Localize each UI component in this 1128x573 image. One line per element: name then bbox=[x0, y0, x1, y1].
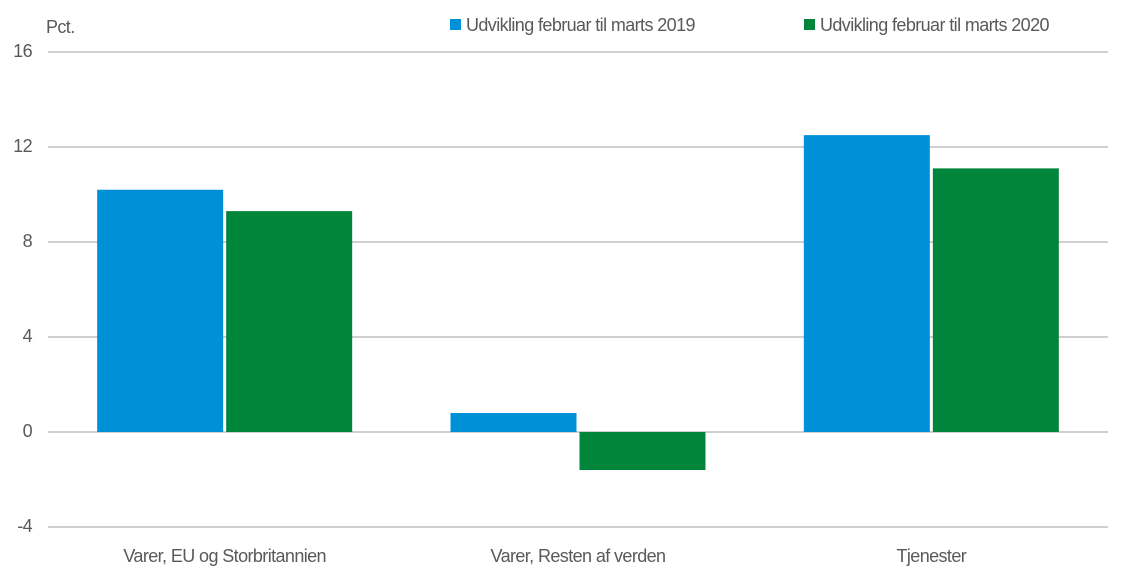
bar bbox=[803, 135, 930, 432]
y-tick-label: 8 bbox=[23, 231, 33, 251]
legend-swatch bbox=[804, 19, 815, 30]
bar bbox=[450, 413, 577, 432]
y-tick-label: 12 bbox=[13, 136, 32, 156]
y-axis-label: Pct. bbox=[46, 17, 75, 37]
y-tick-label: 4 bbox=[23, 326, 33, 346]
bar bbox=[97, 189, 224, 432]
legend-label: Udvikling februar til marts 2019 bbox=[466, 15, 695, 35]
x-tick-label: Tjenester bbox=[897, 546, 967, 566]
bar bbox=[932, 168, 1059, 432]
bar bbox=[579, 432, 706, 470]
y-tick-label: 16 bbox=[13, 41, 32, 61]
legend-label: Udvikling februar til marts 2020 bbox=[820, 15, 1049, 35]
bar bbox=[226, 211, 353, 432]
x-tick-label: Varer, Resten af verden bbox=[491, 546, 666, 566]
legend-swatch bbox=[450, 19, 461, 30]
y-tick-label: -4 bbox=[17, 516, 32, 536]
y-tick-label: 0 bbox=[23, 421, 33, 441]
x-tick-label: Varer, EU og Storbritannien bbox=[123, 546, 326, 566]
